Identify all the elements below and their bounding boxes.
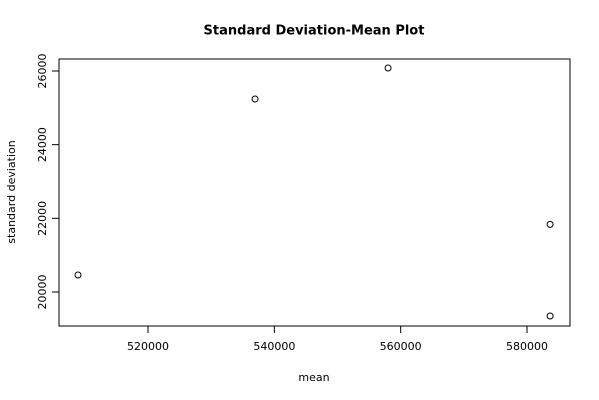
- y-tick-label: 20000: [36, 275, 49, 310]
- point: [74, 271, 82, 279]
- point: [546, 220, 554, 228]
- y-axis-label: standard deviation: [5, 140, 18, 243]
- x-tick-label: 580000: [506, 340, 548, 353]
- x-tick-label: 560000: [380, 340, 422, 353]
- chart-title: Standard Deviation-Mean Plot: [204, 24, 425, 39]
- point: [384, 64, 392, 72]
- y-tick-label: 24000: [36, 127, 49, 162]
- x-tick-label: 520000: [127, 340, 169, 353]
- x-tick-label: 540000: [253, 340, 295, 353]
- x-axis-label: mean: [298, 371, 329, 384]
- point: [251, 95, 259, 103]
- point: [546, 312, 554, 320]
- plot-frame: [58, 58, 571, 327]
- y-tick-label: 26000: [36, 54, 49, 89]
- y-tick-label: 22000: [36, 201, 49, 236]
